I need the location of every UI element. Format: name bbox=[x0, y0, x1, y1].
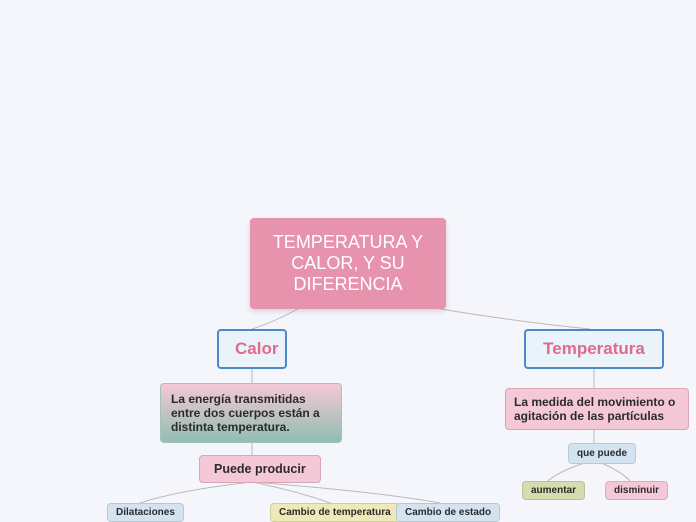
branch-calor: Calor bbox=[217, 329, 287, 369]
leaf-cambio-estado: Cambio de estado bbox=[396, 503, 500, 522]
calor-mid: Puede producir bbox=[199, 455, 321, 483]
leaf-aumentar: aumentar bbox=[522, 481, 585, 500]
temperatura-mid: que puede bbox=[568, 443, 636, 464]
temperatura-description: La medida del movimiento o agitación de … bbox=[505, 388, 689, 430]
leaf-dilataciones: Dilataciones bbox=[107, 503, 184, 522]
calor-description: La energía transmitidas entre dos cuerpo… bbox=[160, 383, 342, 443]
leaf-disminuir: disminuir bbox=[605, 481, 668, 500]
branch-temperatura: Temperatura bbox=[524, 329, 664, 369]
root-node: TEMPERATURA Y CALOR, Y SU DIFERENCIA bbox=[250, 218, 446, 309]
leaf-cambio-temperatura: Cambio de temperatura bbox=[270, 503, 400, 522]
